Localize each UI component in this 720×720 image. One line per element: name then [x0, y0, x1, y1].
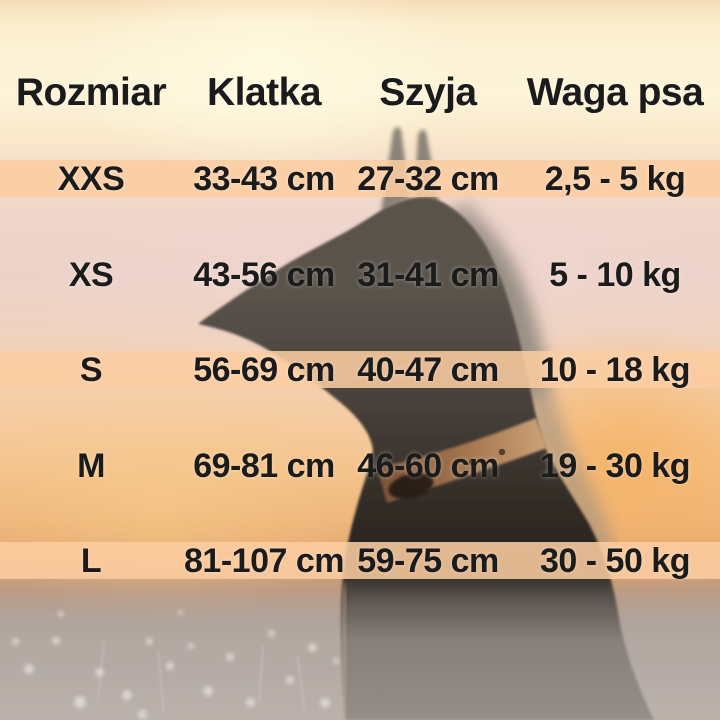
size-cell: S: [79, 351, 103, 389]
size-cell: M: [77, 447, 105, 485]
table-row-xs: XS 43-56 cm 31-41 cm 5 - 10 kg: [0, 256, 720, 294]
chest-cell: 33-43 cm: [193, 160, 335, 198]
size-cell: L: [80, 542, 102, 580]
neck-cell: 40-47 cm: [357, 351, 499, 389]
weight-cell: 5 - 10 kg: [549, 256, 681, 294]
weight-cell: 2,5 - 5 kg: [544, 160, 686, 198]
column-header-klatka: Klatka: [206, 71, 322, 114]
weight-cell: 10 - 18 kg: [540, 351, 690, 389]
table-row-l: L 81-107 cm 59-75 cm 30 - 50 kg: [0, 542, 720, 580]
size-cell: XS: [68, 256, 114, 294]
chest-cell: 43-56 cm: [193, 256, 335, 294]
column-header-rozmiar: Rozmiar: [15, 71, 167, 114]
neck-cell: 59-75 cm: [357, 542, 499, 580]
column-header-waga-psa: Waga psa: [526, 71, 704, 114]
chest-cell: 69-81 cm: [193, 447, 335, 485]
weight-cell: 19 - 30 kg: [540, 447, 690, 485]
chest-cell: 56-69 cm: [193, 351, 335, 389]
neck-cell: 31-41 cm: [357, 256, 499, 294]
column-header-szyja: Szyja: [379, 71, 477, 114]
table-header-row: Rozmiar Klatka Szyja Waga psa: [0, 69, 720, 117]
table-row-xxs: XXS 33-43 cm 27-32 cm 2,5 - 5 kg: [0, 160, 720, 198]
neck-cell: 27-32 cm: [357, 160, 499, 198]
table-row-m: M 69-81 cm 46-60 cm 19 - 30 kg: [0, 447, 720, 485]
table-row-s: S 56-69 cm 40-47 cm 10 - 18 kg: [0, 351, 720, 389]
weight-cell: 30 - 50 kg: [540, 542, 690, 580]
chest-cell: 81-107 cm: [184, 542, 344, 580]
size-cell: XXS: [57, 160, 125, 198]
neck-cell: 46-60 cm: [357, 447, 499, 485]
